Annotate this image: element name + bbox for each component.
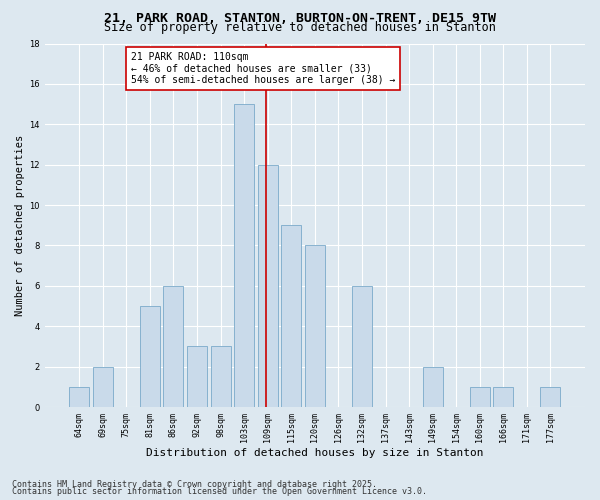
Bar: [69, 387, 89, 407]
Bar: [493, 387, 514, 407]
Bar: [93, 366, 113, 407]
Bar: [234, 104, 254, 407]
Text: 21 PARK ROAD: 110sqm
← 46% of detached houses are smaller (33)
54% of semi-detac: 21 PARK ROAD: 110sqm ← 46% of detached h…: [131, 52, 395, 85]
Bar: [211, 346, 230, 407]
Text: 21, PARK ROAD, STANTON, BURTON-ON-TRENT, DE15 9TW: 21, PARK ROAD, STANTON, BURTON-ON-TRENT,…: [104, 12, 496, 24]
Text: Contains public sector information licensed under the Open Government Licence v3: Contains public sector information licen…: [12, 488, 427, 496]
Bar: [187, 346, 207, 407]
X-axis label: Distribution of detached houses by size in Stanton: Distribution of detached houses by size …: [146, 448, 484, 458]
Bar: [257, 164, 278, 407]
Bar: [305, 246, 325, 407]
Bar: [470, 387, 490, 407]
Bar: [163, 286, 184, 407]
Bar: [281, 226, 301, 407]
Text: Size of property relative to detached houses in Stanton: Size of property relative to detached ho…: [104, 22, 496, 35]
Bar: [352, 286, 372, 407]
Bar: [541, 387, 560, 407]
Y-axis label: Number of detached properties: Number of detached properties: [15, 134, 25, 316]
Bar: [422, 366, 443, 407]
Text: Contains HM Land Registry data © Crown copyright and database right 2025.: Contains HM Land Registry data © Crown c…: [12, 480, 377, 489]
Bar: [140, 306, 160, 407]
